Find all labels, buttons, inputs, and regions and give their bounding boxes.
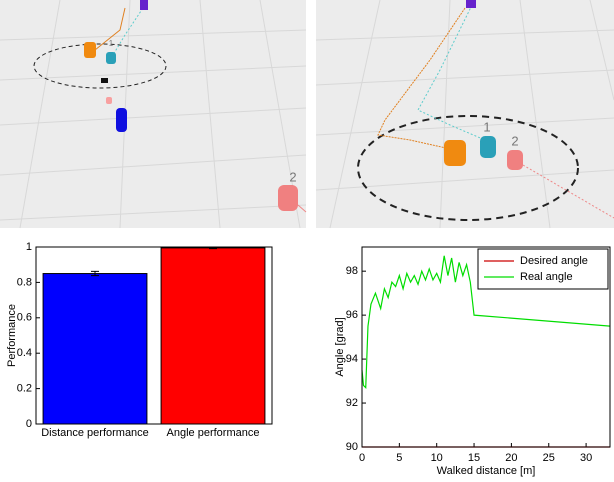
scene-label: 1 <box>483 119 490 134</box>
small-cylinder <box>106 97 112 104</box>
robot <box>84 42 96 58</box>
x-tick-label: 25 <box>543 452 555 464</box>
box <box>140 0 148 10</box>
y-tick-label: 0.2 <box>17 383 32 395</box>
y-tick-label: 0.8 <box>17 276 32 288</box>
cylinder-1 <box>480 136 496 158</box>
page: 121200.20.40.60.81PerformanceDistance pe… <box>0 0 614 482</box>
y-tick-label: 0 <box>26 418 32 430</box>
y-tick-label: 92 <box>346 397 358 409</box>
x-axis-label: Walked distance [m] <box>437 465 536 477</box>
y-tick-label: 90 <box>346 441 358 453</box>
cylinder-1 <box>106 52 116 64</box>
scene-label: 2 <box>511 133 518 148</box>
scene-label: 1 <box>109 39 114 48</box>
x-tick-label: 20 <box>505 452 517 464</box>
cylinder-2 <box>507 150 523 170</box>
y-tick-label: 0.6 <box>17 312 32 324</box>
robot <box>444 140 466 166</box>
y-tick-label: 98 <box>346 265 358 277</box>
bar <box>161 248 265 424</box>
figure: 121200.20.40.60.81PerformanceDistance pe… <box>0 0 614 482</box>
x-tick-label: Angle performance <box>167 427 260 439</box>
y-tick-label: 1 <box>26 241 32 253</box>
y-axis-label: Performance <box>6 304 18 367</box>
legend-label: Real angle <box>520 271 573 283</box>
y-tick-label: 94 <box>346 353 358 365</box>
y-axis-label: Angle [grad] <box>334 317 346 376</box>
box <box>466 0 476 8</box>
cylinder-blue <box>116 108 127 132</box>
x-tick-label: 15 <box>468 452 480 464</box>
cylinder-2 <box>278 185 298 211</box>
marker <box>101 78 108 83</box>
legend-label: Desired angle <box>520 255 588 267</box>
scene-left <box>0 0 306 228</box>
scene-right <box>316 0 614 228</box>
bar <box>43 274 147 424</box>
x-tick-label: 10 <box>431 452 443 464</box>
x-tick-label: 5 <box>396 452 402 464</box>
x-tick-label: 30 <box>580 452 592 464</box>
scene-floor <box>316 0 614 228</box>
x-tick-label: Distance performance <box>41 427 149 439</box>
y-tick-label: 0.4 <box>17 347 32 359</box>
x-tick-label: 0 <box>359 452 365 464</box>
y-tick-label: 96 <box>346 309 358 321</box>
scene-label: 2 <box>289 169 296 184</box>
scene-floor <box>0 0 306 228</box>
